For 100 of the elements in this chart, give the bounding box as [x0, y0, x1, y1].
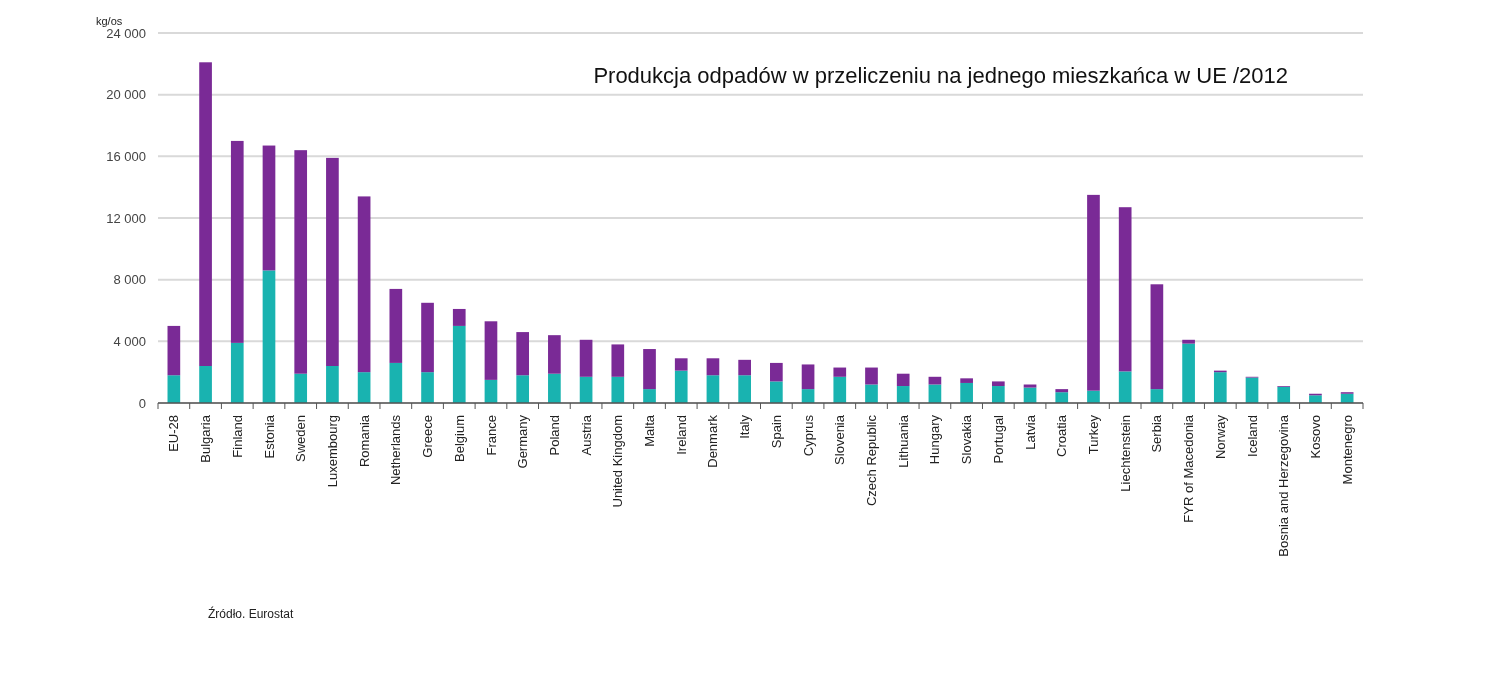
x-tick-label: Lithuania [895, 414, 911, 468]
x-tick-label: Czech Republic [864, 414, 880, 507]
bar [1182, 339, 1195, 344]
x-tick-label: Croatia [1054, 414, 1070, 457]
x-tick-label: Latvia [1022, 414, 1038, 450]
y-tick-label: 0 [138, 395, 146, 411]
bar [484, 321, 498, 380]
x-tick-label: Greece [420, 415, 436, 458]
bar [199, 62, 212, 366]
bar [357, 372, 371, 403]
bar [262, 145, 276, 271]
bar [230, 140, 244, 343]
bar [357, 196, 371, 373]
x-tick-label: Malta [642, 414, 658, 447]
y-tick-label: 16 000 [106, 148, 146, 164]
bar [1277, 386, 1291, 403]
bar [421, 302, 434, 373]
bar [770, 362, 783, 382]
bar [991, 386, 1005, 403]
bar [706, 375, 720, 403]
x-tick-label: France [483, 415, 499, 456]
bar [1023, 384, 1037, 388]
text: Produkcja odpadów w przeliczeniu na jednego mieszkańca w UE /2012 [593, 63, 1288, 88]
bar [770, 381, 783, 403]
bar [611, 376, 625, 403]
bar [579, 376, 593, 403]
y-tick-label: 12 000 [106, 210, 146, 226]
x-tick-label: EU-28 [166, 415, 182, 452]
bar [1309, 395, 1322, 403]
x-tick-label: Finland [229, 415, 245, 458]
bar [516, 332, 530, 376]
bar [326, 366, 339, 403]
x-tick-label: Luxembourg [324, 415, 340, 488]
bar [991, 381, 1005, 387]
bar [801, 364, 815, 390]
bar [833, 367, 847, 377]
x-tick-label: Poland [546, 415, 562, 456]
x-tick-label: Austria [578, 414, 594, 456]
x-tick-label: United Kingdom [610, 415, 626, 508]
bar [294, 150, 308, 374]
bar [896, 386, 910, 403]
bar [1055, 392, 1069, 403]
x-tick-label: Kosovo [1307, 415, 1323, 459]
bar [928, 376, 942, 385]
x-tick-label: Iceland [1244, 415, 1260, 457]
bar [674, 358, 688, 371]
bar [706, 358, 720, 376]
bar [167, 375, 181, 403]
text: Źródło. Eurostat [208, 606, 295, 621]
bar [548, 373, 561, 403]
bar [579, 339, 593, 377]
bar [484, 379, 498, 403]
x-tick-label: Turkey [1086, 414, 1102, 455]
bar [199, 366, 212, 403]
bar [389, 362, 403, 403]
bar [326, 157, 339, 366]
bar [960, 378, 973, 383]
bar [1087, 390, 1100, 403]
x-tick-label: Romania [356, 414, 372, 468]
x-tick-label: Cyprus [800, 414, 816, 457]
x-tick-label: Germany [515, 414, 531, 469]
x-tick-label: Montenegro [1339, 415, 1355, 485]
bar [1150, 284, 1164, 390]
x-tick-label: Slovakia [959, 414, 975, 465]
bar [294, 373, 308, 403]
x-tick-label: Liechtenstein [1117, 415, 1133, 492]
bar [865, 384, 878, 403]
bar [1213, 372, 1227, 403]
bar [611, 344, 625, 377]
bar [1118, 371, 1132, 403]
x-tick-label: Spain [768, 415, 784, 449]
bar [421, 372, 434, 403]
bar [643, 389, 656, 403]
bar [452, 325, 466, 403]
bar [1055, 389, 1069, 393]
bar [516, 375, 530, 403]
bar [262, 270, 276, 403]
x-tick-label: Slovenia [832, 414, 848, 465]
y-tick-label: 24 000 [106, 25, 146, 41]
bar [738, 375, 751, 403]
bar [833, 376, 847, 403]
x-tick-label: Estonia [261, 414, 277, 459]
x-tick-label: Ireland [673, 415, 689, 455]
y-tick-label: 8 000 [113, 272, 146, 288]
bar [548, 335, 561, 374]
bar [896, 373, 910, 387]
bar [643, 349, 656, 390]
bar [1182, 343, 1195, 403]
x-tick-label: Italy [737, 414, 753, 439]
x-tick-label: Netherlands [388, 414, 404, 486]
x-tick-label: Hungary [927, 414, 943, 465]
bar [452, 308, 466, 326]
bar [389, 288, 403, 363]
y-tick-label: 20 000 [106, 87, 146, 103]
bar [865, 367, 878, 385]
bar [738, 359, 751, 376]
x-tick-label: FYR of Macedonia [1181, 414, 1197, 523]
x-tick-label: Serbia [1149, 414, 1165, 453]
y-tick-label: 4 000 [113, 333, 146, 349]
x-tick-label: Portugal [990, 414, 1006, 464]
